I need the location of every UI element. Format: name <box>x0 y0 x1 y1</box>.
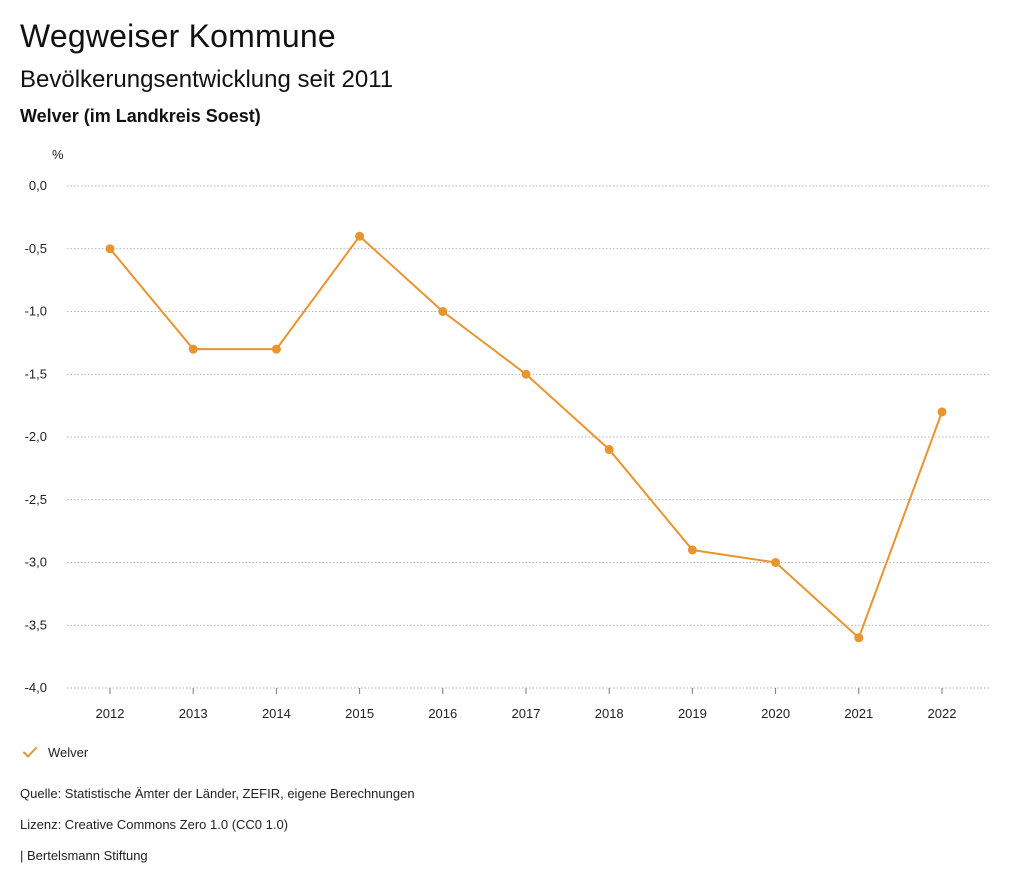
y-tick-label: -0,5 <box>25 241 47 256</box>
x-tick-label: 2018 <box>595 706 624 721</box>
y-tick-label: -1,0 <box>25 304 47 319</box>
y-tick-label: -2,0 <box>25 429 47 444</box>
data-point[interactable] <box>521 369 531 379</box>
x-tick-label: 2021 <box>844 706 873 721</box>
x-axis: 2012 2013 2014 2015 2016 2017 2018 2019 2020 2021… <box>96 688 957 721</box>
data-point[interactable] <box>687 545 697 555</box>
data-point[interactable] <box>854 633 864 643</box>
brand-note: | Bertelsmann Stiftung <box>20 848 148 863</box>
y-unit-label: % <box>52 147 64 162</box>
x-tick-label: 2013 <box>179 706 208 721</box>
chart-subtitle: Bevölkerungsentwicklung seit 2011 <box>20 66 394 93</box>
license-note: Lizenz: Creative Commons Zero 1.0 (CC0 1… <box>20 817 289 832</box>
x-tick-label: 2012 <box>96 706 125 721</box>
data-point[interactable] <box>604 445 614 455</box>
data-point[interactable] <box>188 344 198 354</box>
x-tick-label: 2015 <box>345 706 374 721</box>
page-title: Wegweiser Kommune <box>20 18 336 54</box>
region-title: Welver (im Landkreis Soest) <box>20 106 261 126</box>
data-point[interactable] <box>438 307 448 316</box>
grid-lines <box>67 185 990 689</box>
x-tick-label: 2019 <box>678 706 707 721</box>
y-tick-label: -2,5 <box>25 492 47 507</box>
data-point[interactable] <box>355 231 365 241</box>
data-point[interactable] <box>271 344 281 354</box>
x-tick-label: 2017 <box>512 706 541 721</box>
source-note: Quelle: Statistische Ämter der Länder, Z… <box>20 786 415 801</box>
x-tick-label: 2022 <box>928 706 957 721</box>
data-point[interactable] <box>771 558 781 567</box>
legend-label-welver: Welver <box>48 744 89 760</box>
x-tick-label: 2020 <box>761 706 790 721</box>
y-tick-label: 0,0 <box>29 178 47 193</box>
x-tick-label: 2014 <box>262 706 291 721</box>
line-chart: % 0,0 -0,5 -1,0 -1,5 -2,0 -2,5 -3,0 -3,5 -4,0 201… <box>25 147 990 721</box>
legend-check-icon[interactable] <box>22 744 38 760</box>
y-tick-label: -3,0 <box>25 555 47 570</box>
legend[interactable]: Welver <box>22 744 88 760</box>
data-point[interactable] <box>105 244 115 254</box>
y-tick-label: -4,0 <box>25 680 47 695</box>
series-welver <box>105 231 947 643</box>
y-tick-label: -1,5 <box>25 366 47 381</box>
y-tick-label: -3,5 <box>25 617 47 632</box>
y-axis: % 0,0 -0,5 -1,0 -1,5 -2,0 -2,5 -3,0 -3,5 -4,0 <box>25 147 64 695</box>
x-tick-label: 2016 <box>428 706 457 721</box>
data-point[interactable] <box>937 407 947 417</box>
